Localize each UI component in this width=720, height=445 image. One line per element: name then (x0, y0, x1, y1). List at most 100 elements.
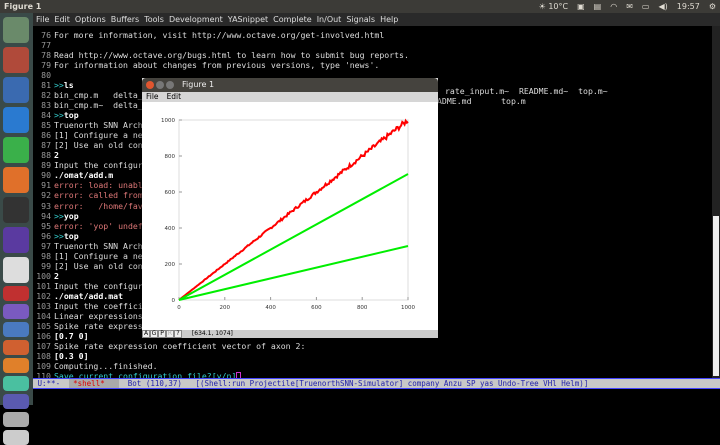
toolbar-button-r[interactable]: R (166, 330, 174, 338)
shell-line: 77 (33, 40, 54, 50)
battery-icon[interactable]: ▭ (641, 2, 650, 11)
shell-line: 76 For more information, visit http://www… (33, 30, 384, 40)
menu-inout[interactable]: In/Out (316, 15, 342, 24)
line-number: 91 (41, 180, 51, 191)
line-number: 99 (41, 260, 51, 271)
line-number: 79 (41, 60, 51, 71)
shell-buffer[interactable]: 76 For more information, visit http://www… (33, 26, 712, 382)
toolbar-button-help[interactable]: ? (174, 330, 182, 338)
volume-icon[interactable]: ◀) (658, 2, 668, 11)
line-text: Input the configura (54, 280, 148, 291)
figure-statusbar: A G P R? [634.1, 1074] (142, 330, 438, 338)
ls-output-fragment: rate_input.m~ README.md~ top.m~ (445, 86, 608, 96)
line-number: 101 (36, 280, 51, 291)
line-text: error: /home/favo (54, 200, 148, 211)
launcher-app-icon[interactable] (3, 322, 29, 337)
line-number: 98 (41, 250, 51, 261)
clock[interactable]: 19:57 (676, 2, 700, 11)
launcher-app-icon[interactable] (3, 286, 29, 301)
line-text: Truenorth SNN Archi (54, 120, 148, 131)
scrollbar-thumb[interactable] (713, 216, 719, 376)
figure-titlebar[interactable]: Figure 1 (142, 78, 438, 92)
menu-signals[interactable]: Signals (346, 15, 376, 24)
mode-line: U:**- *shell* Bot (110,37) [(Shell:run P… (33, 378, 720, 389)
shell-line: 88 2 (33, 150, 59, 160)
launcher-app-icon[interactable] (3, 107, 29, 133)
clipboard-icon[interactable]: ▤ (593, 2, 602, 11)
scrollbar[interactable] (712, 26, 720, 378)
launcher-app-icon[interactable] (3, 394, 29, 409)
shell-line: 108 [0.3 0] (33, 351, 88, 361)
line-text: Input the coefficie (54, 300, 148, 311)
y-tick-label: 0 (172, 298, 176, 304)
shell-line: 78 Read http://www.octave.org/bugs.html t… (33, 50, 409, 60)
line-text: ./omat/add.mat (54, 290, 124, 301)
gear-icon[interactable]: ⚙ (708, 2, 716, 11)
shell-line: 102 ./omat/add.mat (33, 291, 123, 301)
line-text: [2] Use an old conf (54, 140, 148, 151)
toolbar-button-a[interactable]: A (142, 330, 150, 338)
shell-line: 89 Input the configura (33, 160, 148, 170)
maximize-icon[interactable] (166, 81, 174, 89)
prompt: >> (54, 210, 64, 221)
launcher-app-icon[interactable] (3, 47, 29, 73)
line-text: top (63, 110, 79, 121)
x-tick-label: 0 (177, 305, 181, 311)
minimize-icon[interactable] (156, 81, 164, 89)
line-number: 97 (41, 240, 51, 251)
launcher-app-icon[interactable] (3, 340, 29, 355)
toolbar-button-p[interactable]: P (158, 330, 166, 338)
menu-complete[interactable]: Complete (273, 15, 312, 24)
shell-line: 97 Truenorth SNN Archi (33, 241, 148, 251)
launcher-app-icon[interactable] (3, 358, 29, 373)
shell-line: 96 >>top (33, 231, 79, 241)
buffer-name[interactable]: *shell* (69, 379, 119, 388)
launcher-app-icon[interactable] (3, 376, 29, 391)
line-number: 90 (41, 170, 51, 181)
menu-options[interactable]: Options (74, 15, 106, 24)
toolbar-button-g[interactable]: G (150, 330, 158, 338)
menu-yasnippet[interactable]: YASnippet (227, 15, 269, 24)
launcher-app-icon[interactable] (3, 137, 29, 163)
dropbox-icon[interactable]: ▣ (577, 2, 585, 11)
menu-development[interactable]: Development (168, 15, 223, 24)
launcher-app-icon[interactable] (3, 167, 29, 193)
launcher (0, 13, 33, 445)
line-text: error: 'yop' undefi (54, 220, 148, 231)
x-tick-label: 400 (265, 305, 276, 311)
shell-line: 92 error: called from: (33, 190, 148, 200)
launcher-app-icon[interactable] (3, 77, 29, 103)
shell-line: 87 [2] Use an old conf (33, 140, 148, 150)
wifi-icon[interactable]: ◠ (610, 2, 618, 11)
mail-icon[interactable]: ✉ (626, 2, 633, 11)
menu-tools[interactable]: Tools (144, 15, 164, 24)
menu-buffers[interactable]: Buffers (110, 15, 140, 24)
launcher-app-icon[interactable] (3, 257, 29, 283)
weather-indicator[interactable]: ☀ 10°C (538, 2, 569, 11)
line-number: 103 (36, 300, 51, 311)
temperature: 10°C (548, 2, 569, 11)
plot-area[interactable]: 0 200 400 600 800 1000 0 200 400 600 800 1000 (142, 102, 438, 330)
close-icon[interactable] (146, 81, 154, 89)
line-number: 93 (41, 200, 51, 211)
launcher-app-icon[interactable] (3, 227, 29, 253)
line-number: 105 (36, 320, 51, 331)
launcher-app-icon[interactable] (3, 412, 29, 427)
line-text: top (63, 230, 79, 241)
menu-help[interactable]: Help (380, 15, 399, 24)
launcher-app-icon[interactable] (3, 304, 29, 319)
launcher-app-icon[interactable] (3, 197, 29, 223)
shell-line: 99 [2] Use an old conf (33, 261, 148, 271)
launcher-app-icon[interactable] (3, 430, 29, 445)
menu-edit[interactable]: Edit (54, 15, 70, 24)
menu-file[interactable]: File (36, 15, 50, 24)
line-number: 86 (41, 130, 51, 141)
menu-edit[interactable]: Edit (166, 92, 182, 101)
menu-file[interactable]: File (146, 92, 159, 101)
shell-line: 103 Input the coefficie (33, 300, 148, 311)
line-number: 104 (36, 310, 51, 321)
line-number: 78 (41, 50, 51, 61)
launcher-app-icon[interactable] (3, 17, 29, 43)
line-text: ls (63, 80, 74, 91)
line-text: For more information, visit http://www.o… (54, 30, 385, 40)
